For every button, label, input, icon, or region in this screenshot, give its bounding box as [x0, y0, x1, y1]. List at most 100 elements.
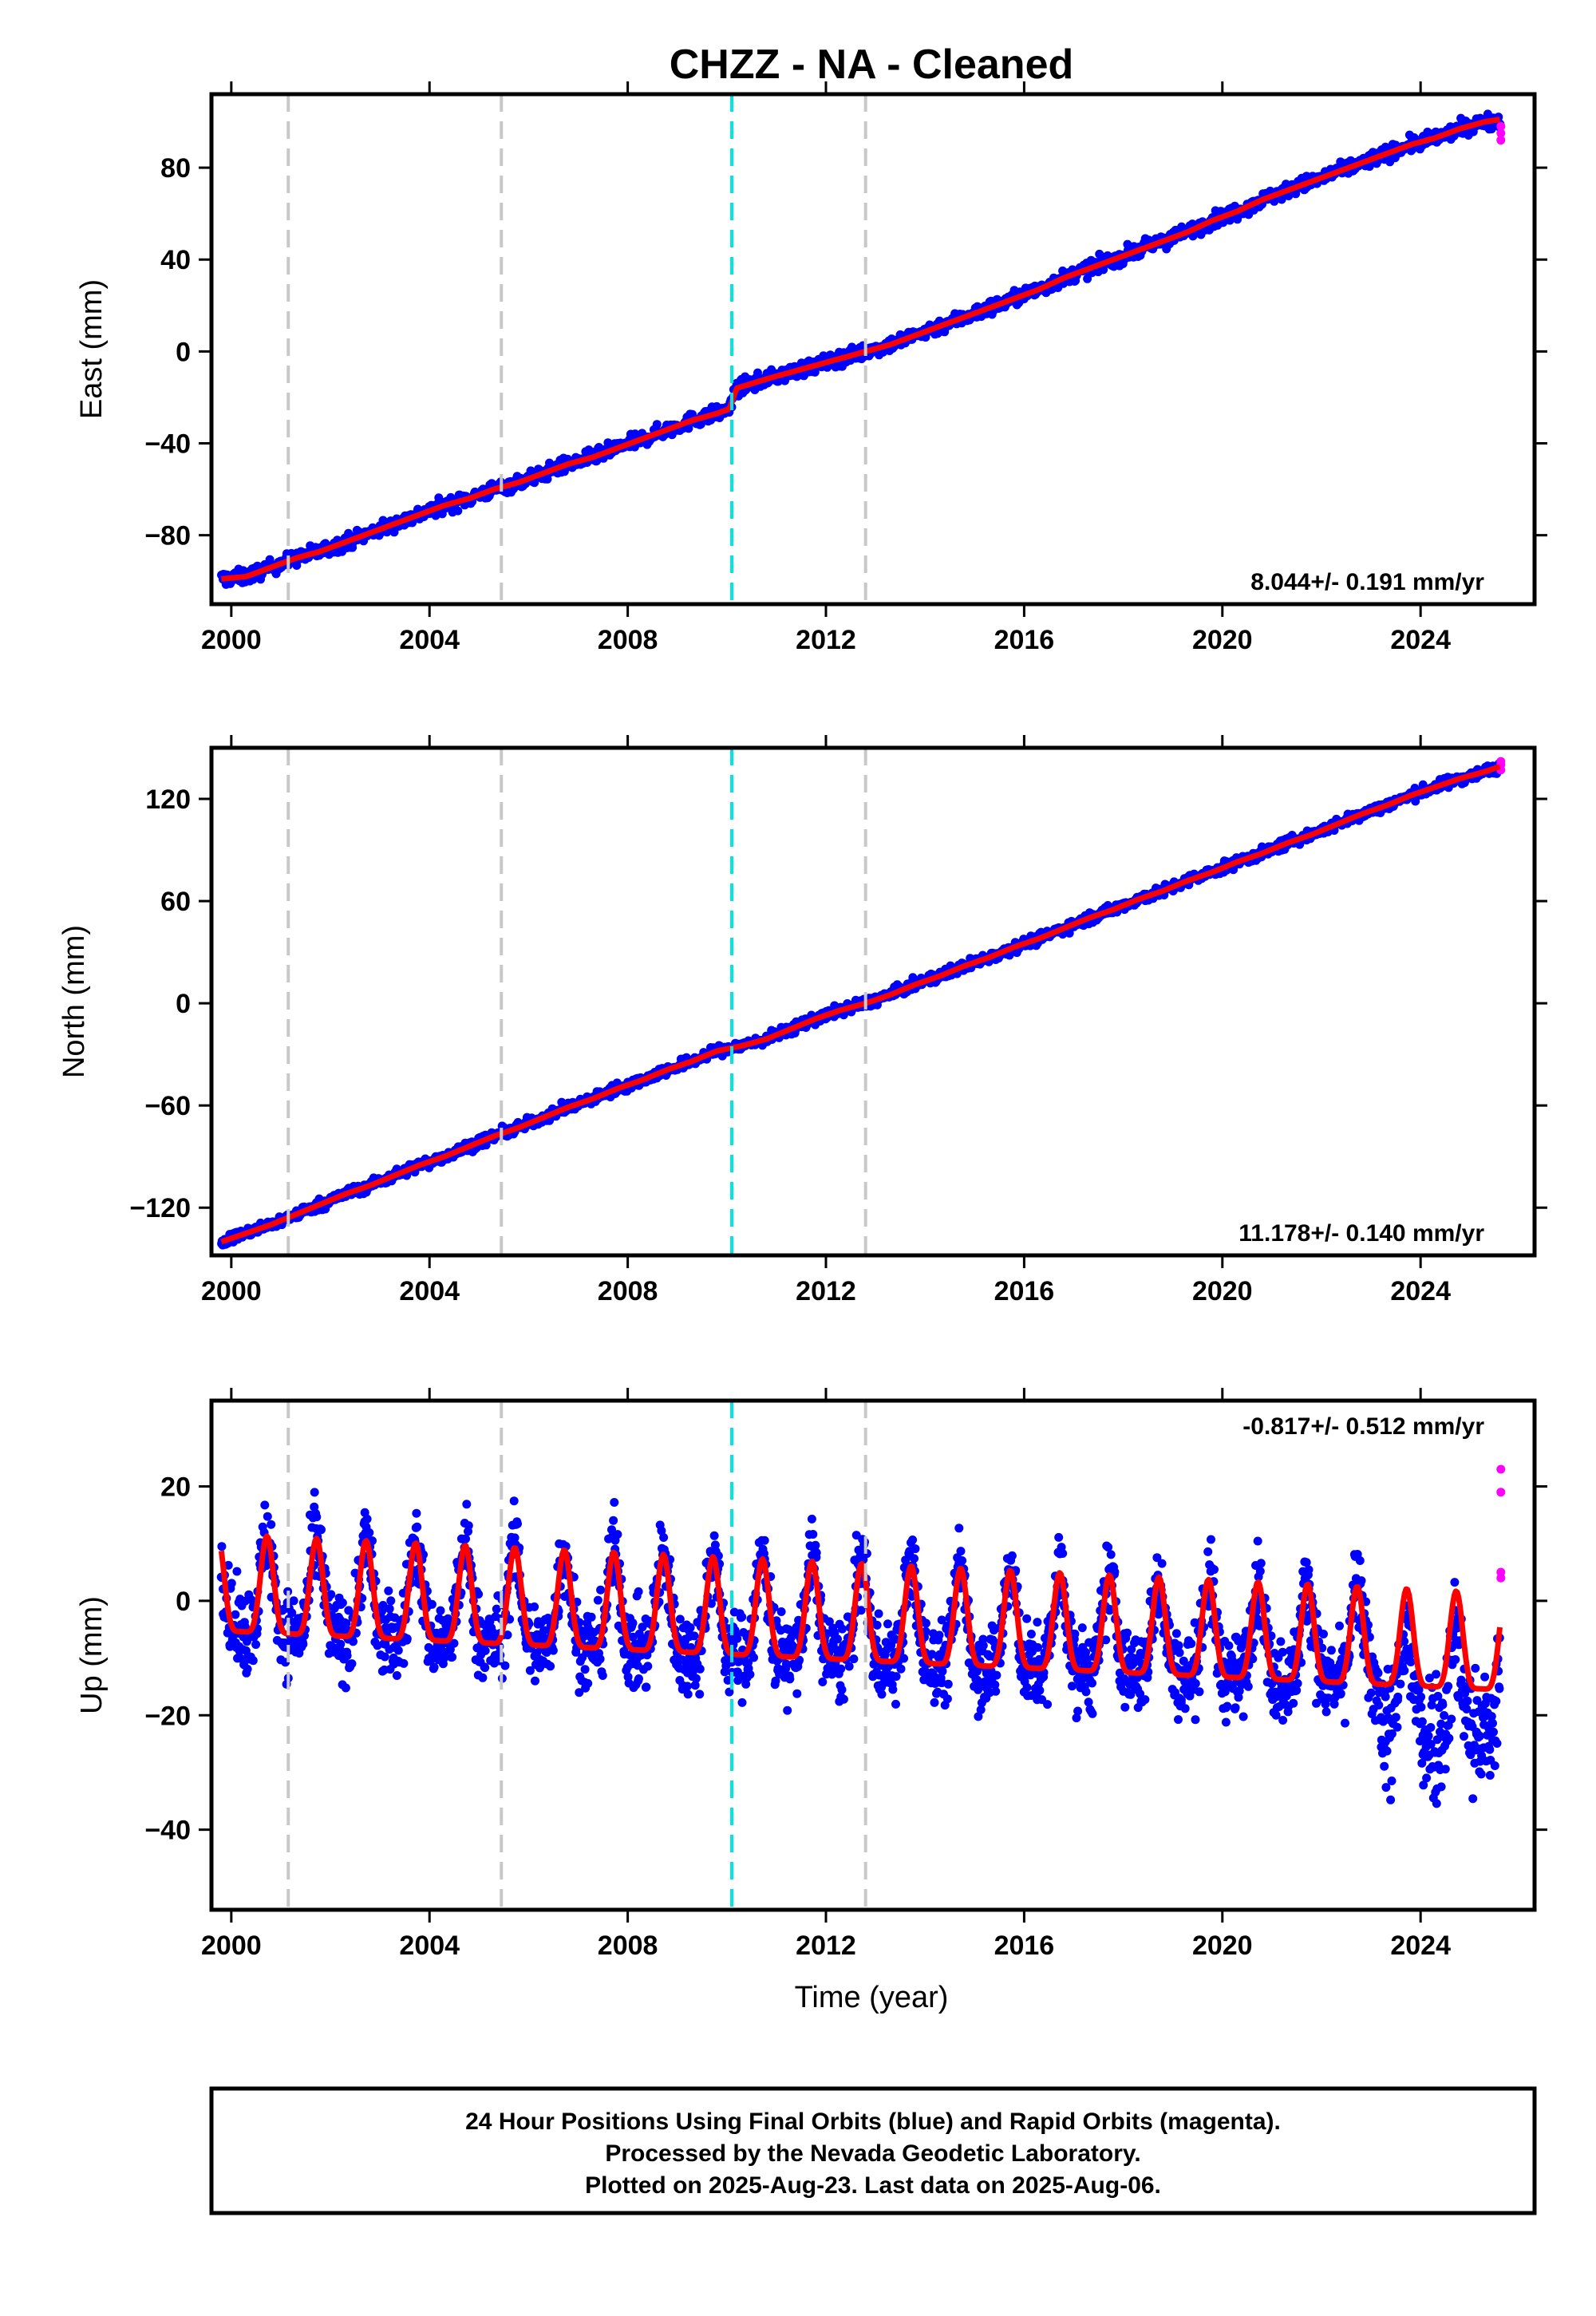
data-point — [659, 1533, 669, 1542]
data-point — [310, 1488, 319, 1497]
x-tick-label: 2008 — [598, 1276, 658, 1306]
data-point — [869, 1659, 879, 1669]
data-point — [824, 1617, 834, 1626]
data-point — [525, 1666, 535, 1675]
data-point — [326, 1590, 336, 1599]
data-point — [725, 1687, 734, 1697]
data-point — [543, 474, 552, 484]
data-point — [830, 1628, 839, 1637]
data-point — [652, 420, 662, 429]
data-point — [464, 1521, 473, 1531]
data-point — [760, 1535, 769, 1545]
data-point — [587, 1612, 596, 1622]
east-panel: 2000 2004 2008 2012 2016 2020 2024−80−4004080E… — [75, 81, 1547, 655]
data-point — [593, 1595, 602, 1605]
data-point — [642, 1682, 651, 1692]
data-point — [844, 1662, 854, 1671]
data-point — [934, 1630, 944, 1640]
data-point — [530, 1602, 539, 1611]
data-point — [362, 1514, 372, 1524]
data-point — [837, 1685, 847, 1694]
rapid-point — [1496, 128, 1506, 138]
data-point — [462, 1500, 472, 1509]
data-point — [609, 1516, 618, 1525]
data-point — [781, 1659, 791, 1669]
data-point — [927, 1650, 937, 1659]
rapid-point — [1496, 121, 1506, 131]
data-point — [682, 1682, 692, 1691]
data-point — [412, 1508, 421, 1518]
data-point — [341, 1683, 350, 1693]
y-axis-label: East (mm) — [75, 279, 109, 419]
data-point — [937, 1615, 946, 1625]
data-point — [783, 1705, 792, 1715]
data-point — [792, 1622, 801, 1632]
data-point — [453, 506, 463, 516]
data-point — [818, 1678, 828, 1686]
data-point — [776, 1607, 786, 1616]
data-point — [480, 1663, 490, 1673]
data-point — [911, 1544, 920, 1554]
y-tick-label: −120 — [129, 1193, 191, 1223]
model-fit-line — [219, 117, 1502, 582]
data-point — [833, 1634, 842, 1644]
x-tick-label: 2004 — [399, 625, 460, 655]
data-point — [657, 1526, 666, 1535]
x-tick-label: 2016 — [994, 625, 1055, 655]
data-point — [243, 1664, 252, 1674]
data-point — [402, 1634, 412, 1643]
data-point — [741, 1679, 751, 1689]
data-point — [548, 1646, 558, 1655]
data-point — [500, 1661, 510, 1670]
data-point — [336, 1639, 346, 1649]
model-fit-line — [219, 764, 1502, 1245]
data-point — [883, 1619, 892, 1629]
data-point — [1291, 189, 1301, 199]
data-point — [231, 1610, 240, 1619]
plot-area — [216, 1401, 1506, 1910]
data-point — [365, 1528, 374, 1537]
data-point — [378, 1601, 388, 1610]
data-point — [543, 1614, 553, 1622]
data-point — [399, 1658, 409, 1668]
data-point — [386, 1596, 396, 1606]
north-panel: 2000 2004 2008 2012 2016 2020 2024−120−6006012… — [57, 735, 1547, 1306]
data-point — [733, 1634, 742, 1643]
data-point — [449, 1638, 459, 1648]
x-tick-label: 2020 — [1192, 625, 1253, 655]
x-tick-label: 2012 — [796, 1276, 856, 1306]
data-point — [349, 1637, 358, 1646]
data-point — [745, 1670, 755, 1679]
data-point — [638, 1622, 647, 1632]
y-tick-label: 0 — [176, 337, 191, 367]
data-point — [706, 1599, 716, 1608]
data-point — [1065, 928, 1074, 938]
data-point — [684, 424, 693, 433]
data-point — [607, 1525, 616, 1535]
data-point — [808, 1530, 818, 1539]
y-tick-label: 40 — [160, 245, 191, 275]
data-point — [695, 1664, 705, 1674]
data-point — [267, 1520, 276, 1529]
data-point — [1277, 195, 1286, 204]
rapid-point — [1496, 757, 1506, 766]
data-point — [838, 1624, 847, 1634]
data-point — [292, 561, 302, 570]
data-point — [393, 1646, 403, 1655]
data-point — [439, 1654, 448, 1663]
data-point — [513, 1519, 522, 1528]
data-point — [792, 1689, 802, 1698]
data-point — [347, 1659, 357, 1669]
data-point — [896, 1664, 906, 1674]
data-point — [683, 1690, 693, 1699]
y-tick-label: 0 — [176, 989, 191, 1019]
data-point — [384, 1586, 393, 1595]
data-point — [922, 1618, 930, 1628]
data-point — [595, 1654, 605, 1664]
plot-frame — [209, 745, 1537, 1258]
data-point — [737, 1697, 747, 1707]
data-point — [691, 1674, 701, 1683]
data-point — [891, 1699, 900, 1709]
rapid-point — [1496, 136, 1506, 145]
